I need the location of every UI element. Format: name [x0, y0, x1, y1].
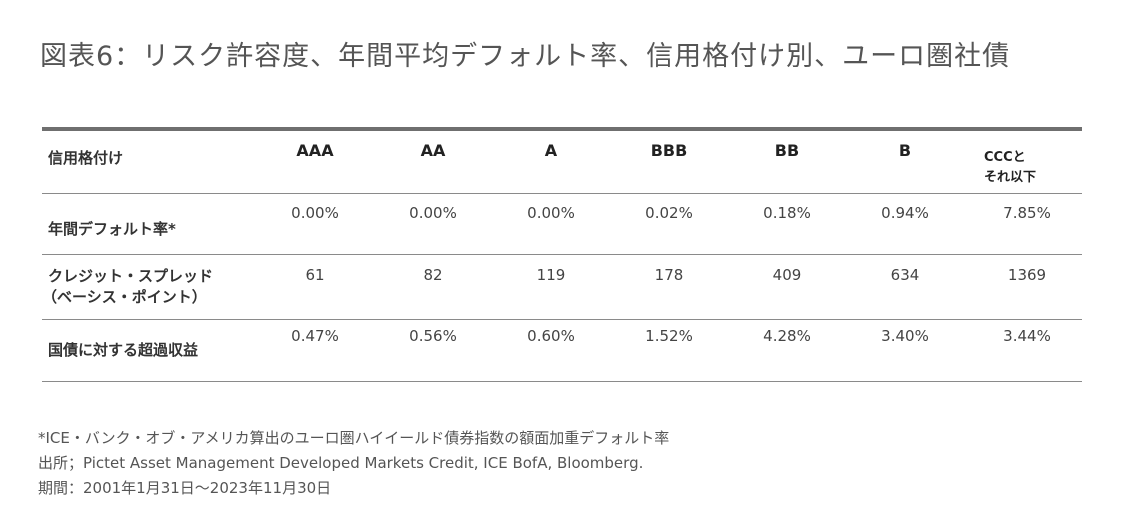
table-row-default-rate: 年間デフォルト率* 0.00% 0.00% 0.00% 0.02% 0.18% …: [42, 194, 1082, 254]
cell-excess-bbb: 1.52%: [645, 327, 693, 345]
cell-default-aa: 0.00%: [409, 204, 457, 222]
table-bottom-rule: [42, 381, 1082, 382]
header-aaa: AAA: [296, 141, 334, 160]
cell-spread-a: 119: [536, 266, 566, 284]
header-ccc-line1: CCCと: [984, 150, 1026, 165]
table-header-row: 信用格付け AAA AA A BBB BB B CCCと それ以下: [42, 131, 1082, 193]
row-divider: [42, 193, 1082, 194]
header-credit-rating-label: 信用格付け: [48, 149, 124, 167]
footnote-source: 出所；Pictet Asset Management Developed Mar…: [38, 454, 644, 472]
table-row-excess-return: 国債に対する超過収益 0.47% 0.56% 0.60% 1.52% 4.28%…: [42, 320, 1082, 381]
footnotes: *ICE・バンク・オブ・アメリカ算出のユーロ圏ハイイールド債券指数の額面加重デフ…: [38, 426, 669, 501]
row-label-default-rate: 年間デフォルト率*: [48, 220, 176, 238]
cell-default-b: 0.94%: [881, 204, 929, 222]
header-bbb: BBB: [650, 141, 688, 160]
cell-excess-aa: 0.56%: [409, 327, 457, 345]
footnote-definition: *ICE・バンク・オブ・アメリカ算出のユーロ圏ハイイールド債券指数の額面加重デフ…: [38, 429, 670, 447]
table-top-rule: [42, 127, 1082, 131]
row-divider: [42, 319, 1082, 320]
cell-spread-ccc: 1369: [1007, 266, 1047, 284]
table-row-credit-spread: クレジット・スプレッド （ベーシス・ポイント） 61 82 119 178 40…: [42, 255, 1082, 319]
header-aa: AA: [420, 141, 446, 160]
cell-default-bbb: 0.02%: [645, 204, 693, 222]
cell-default-bb: 0.18%: [763, 204, 811, 222]
cell-excess-b: 3.40%: [881, 327, 929, 345]
cell-spread-aa: 82: [423, 266, 443, 284]
cell-spread-bbb: 178: [654, 266, 684, 284]
header-b: B: [898, 141, 912, 160]
rating-table: 信用格付け AAA AA A BBB BB B CCCと それ以下 年間デフォル…: [42, 127, 1082, 382]
cell-spread-aaa: 61: [305, 266, 325, 284]
cell-default-ccc: 7.85%: [1003, 204, 1051, 222]
cell-default-a: 0.00%: [527, 204, 575, 222]
cell-excess-bb: 4.28%: [763, 327, 811, 345]
footnote-period: 期間：2001年1月31日～2023年11月30日: [38, 479, 332, 497]
header-bb: BB: [774, 141, 800, 160]
cell-excess-aaa: 0.47%: [291, 327, 339, 345]
row-label-credit-spread: クレジット・スプレッド: [48, 267, 214, 285]
cell-spread-bb: 409: [772, 266, 802, 284]
header-a: A: [544, 141, 558, 160]
cell-default-aaa: 0.00%: [291, 204, 339, 222]
header-ccc-line2: それ以下: [984, 170, 1037, 185]
row-label-credit-spread-unit: （ベーシス・ポイント）: [42, 288, 207, 306]
cell-spread-b: 634: [890, 266, 920, 284]
row-label-excess-return: 国債に対する超過収益: [48, 341, 199, 359]
header-ccc-and-below: CCCと それ以下: [984, 148, 1036, 188]
cell-excess-a: 0.60%: [527, 327, 575, 345]
cell-excess-ccc: 3.44%: [1003, 327, 1051, 345]
page-title: 図表6：リスク許容度、年間平均デフォルト率、信用格付け別、ユーロ圏社債: [40, 41, 1011, 72]
row-divider: [42, 254, 1082, 255]
